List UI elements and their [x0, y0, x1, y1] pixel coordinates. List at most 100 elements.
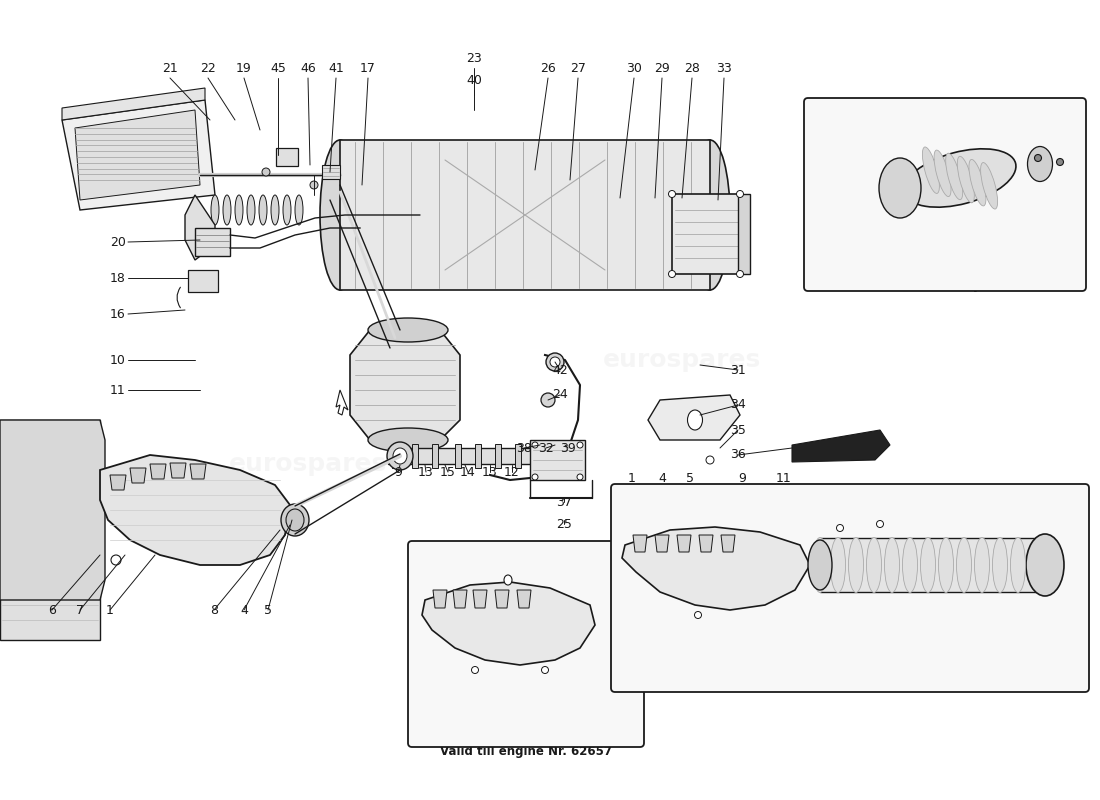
Polygon shape — [517, 590, 531, 608]
Bar — [432, 444, 438, 468]
Polygon shape — [110, 475, 126, 490]
Ellipse shape — [669, 270, 675, 278]
Text: 10: 10 — [110, 354, 125, 366]
Text: 11: 11 — [110, 383, 125, 397]
Polygon shape — [648, 395, 740, 440]
Polygon shape — [75, 110, 200, 200]
Bar — [530, 440, 585, 480]
Ellipse shape — [262, 168, 270, 176]
Text: 30: 30 — [626, 62, 642, 74]
Ellipse shape — [258, 195, 267, 225]
Text: Valid for not catalyzed cars: Valid for not catalyzed cars — [854, 278, 1036, 291]
Text: 1: 1 — [521, 719, 529, 733]
Text: 18: 18 — [110, 271, 125, 285]
Text: 29: 29 — [654, 62, 670, 74]
Text: eurospares: eurospares — [603, 348, 761, 372]
Polygon shape — [0, 420, 104, 600]
Text: 8: 8 — [210, 603, 218, 617]
Ellipse shape — [934, 150, 952, 197]
Ellipse shape — [541, 666, 549, 674]
Text: 24: 24 — [552, 389, 568, 402]
Text: 13: 13 — [482, 466, 498, 478]
Ellipse shape — [813, 538, 827, 593]
Polygon shape — [190, 464, 206, 479]
Ellipse shape — [387, 442, 412, 470]
Ellipse shape — [923, 147, 939, 194]
Text: 1: 1 — [628, 471, 636, 485]
Ellipse shape — [867, 538, 881, 593]
Bar — [276, 148, 298, 166]
Ellipse shape — [472, 666, 478, 674]
Text: 40: 40 — [466, 74, 482, 86]
Text: 33: 33 — [716, 62, 732, 74]
Text: 9: 9 — [394, 466, 402, 478]
Text: 39: 39 — [560, 442, 576, 454]
Text: 37: 37 — [557, 495, 572, 509]
Bar — [0, 420, 100, 640]
Polygon shape — [495, 590, 509, 608]
Text: 31: 31 — [730, 363, 746, 377]
Polygon shape — [621, 527, 810, 610]
Polygon shape — [185, 195, 214, 260]
Text: 25: 25 — [557, 518, 572, 530]
Bar — [392, 444, 398, 468]
Ellipse shape — [368, 318, 448, 342]
FancyBboxPatch shape — [610, 484, 1089, 692]
Ellipse shape — [904, 149, 1016, 207]
Ellipse shape — [884, 538, 900, 593]
Ellipse shape — [111, 555, 121, 565]
Text: 5: 5 — [686, 471, 694, 485]
Text: 21: 21 — [162, 62, 178, 74]
Ellipse shape — [836, 525, 844, 531]
Ellipse shape — [223, 195, 231, 225]
Polygon shape — [150, 464, 166, 479]
Text: 42: 42 — [552, 363, 568, 377]
Polygon shape — [170, 463, 186, 478]
Text: 5: 5 — [264, 603, 272, 617]
Bar — [340, 140, 710, 290]
Text: 35: 35 — [730, 423, 746, 437]
Text: 6: 6 — [48, 603, 56, 617]
FancyBboxPatch shape — [804, 98, 1086, 291]
Ellipse shape — [320, 140, 360, 290]
Polygon shape — [350, 330, 460, 440]
Text: 22: 22 — [200, 62, 216, 74]
Text: 20: 20 — [110, 235, 125, 249]
Bar — [515, 444, 521, 468]
Text: USA M.Y. 2000,2001,2002,2003,2004: USA M.Y. 2000,2001,2002,2003,2004 — [716, 654, 960, 666]
Ellipse shape — [706, 456, 714, 464]
Polygon shape — [698, 535, 713, 552]
Text: Vale fino al motore Nr. 62657: Vale fino al motore Nr. 62657 — [429, 731, 623, 745]
Text: 14: 14 — [460, 466, 476, 478]
Text: 32: 32 — [538, 442, 554, 454]
Polygon shape — [433, 590, 447, 608]
Text: 46: 46 — [300, 62, 316, 74]
Ellipse shape — [286, 509, 304, 531]
Text: 27: 27 — [570, 62, 586, 74]
Ellipse shape — [211, 195, 219, 225]
Ellipse shape — [546, 353, 564, 371]
Text: 15: 15 — [440, 466, 455, 478]
FancyBboxPatch shape — [408, 541, 644, 747]
Text: 44: 44 — [894, 103, 910, 117]
Ellipse shape — [1056, 158, 1064, 166]
Ellipse shape — [368, 428, 448, 452]
Ellipse shape — [1027, 146, 1053, 182]
Text: eurospares: eurospares — [823, 268, 981, 292]
Text: 38: 38 — [516, 442, 532, 454]
Polygon shape — [100, 455, 290, 565]
Text: 17: 17 — [360, 62, 376, 74]
Polygon shape — [654, 535, 669, 552]
Ellipse shape — [902, 538, 917, 593]
Ellipse shape — [550, 357, 560, 367]
Text: 11: 11 — [777, 471, 792, 485]
Ellipse shape — [921, 538, 935, 593]
Ellipse shape — [295, 195, 302, 225]
Bar — [820, 538, 1040, 592]
Ellipse shape — [532, 442, 538, 448]
Text: CDN M.Y. 2000,2001,2002,2003,2004: CDN M.Y. 2000,2001,2002,2003,2004 — [715, 669, 960, 682]
Text: 4: 4 — [658, 471, 666, 485]
Polygon shape — [62, 88, 205, 120]
Polygon shape — [473, 590, 487, 608]
Text: 45: 45 — [271, 62, 286, 74]
